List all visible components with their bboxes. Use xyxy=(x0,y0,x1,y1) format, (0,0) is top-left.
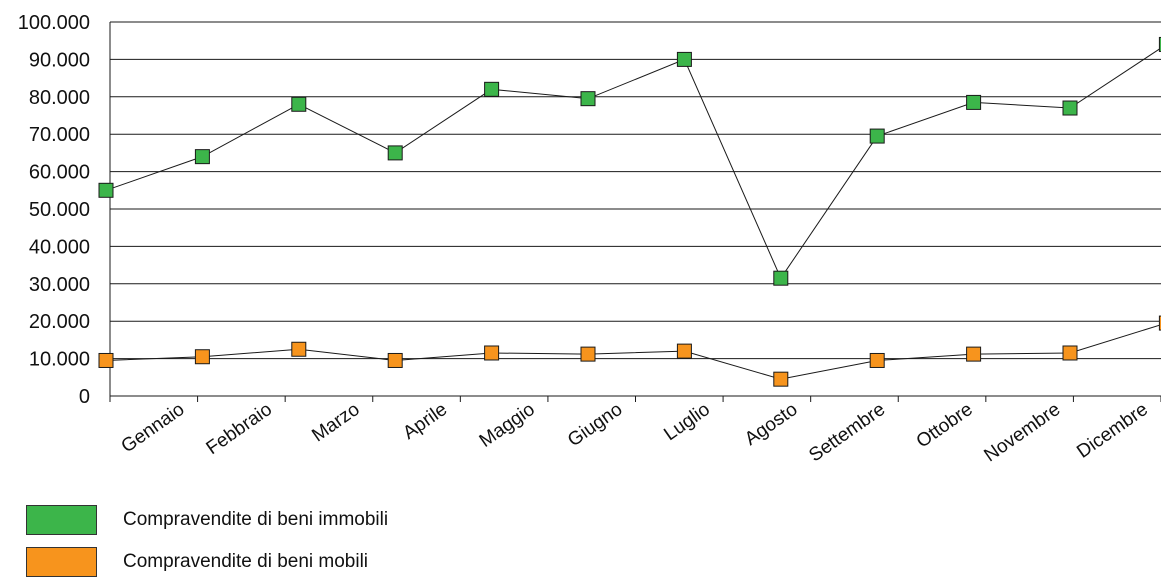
data-point xyxy=(387,352,403,368)
x-tick-label: Dicembre xyxy=(1073,399,1152,463)
data-point xyxy=(1062,100,1078,116)
x-tick-label: Agosto xyxy=(741,399,802,450)
x-tick-label: Ottobre xyxy=(913,399,977,453)
x-tick-label: Giugno xyxy=(564,399,626,451)
legend-label-mobili: Compravendite di beni mobili xyxy=(123,551,369,572)
data-point xyxy=(484,81,500,97)
x-tick-label: Settembre xyxy=(805,399,889,466)
y-tick-label: 70.000 xyxy=(29,124,90,146)
data-point xyxy=(580,91,596,107)
data-point xyxy=(98,182,114,198)
data-point xyxy=(98,352,114,368)
legend-swatch-mobili xyxy=(26,547,97,577)
data-point xyxy=(1158,36,1161,52)
y-tick-label: 80.000 xyxy=(29,87,90,109)
y-tick-label: 40.000 xyxy=(29,236,90,258)
y-tick-label: 0 xyxy=(79,386,90,408)
y-tick-label: 50.000 xyxy=(29,199,90,221)
data-point xyxy=(676,343,692,359)
x-tick-label: Marzo xyxy=(308,399,363,446)
x-tick-label: Febbraio xyxy=(203,399,276,459)
data-point xyxy=(676,51,692,67)
x-tick-label: Luglio xyxy=(660,399,714,445)
data-point xyxy=(869,352,885,368)
series-line-0 xyxy=(105,47,1161,280)
data-point xyxy=(194,149,210,165)
y-tick-label: 90.000 xyxy=(29,49,90,71)
legend-item-immobili: Compravendite di beni immobili xyxy=(26,502,388,538)
series-line-1 xyxy=(105,324,1161,380)
legend-label-immobili: Compravendite di beni immobili xyxy=(123,509,389,530)
data-point xyxy=(966,94,982,110)
data-point xyxy=(291,96,307,112)
x-tick-label: Novembre xyxy=(980,399,1064,466)
data-point xyxy=(291,341,307,357)
line-chart: 0 10.000 20.000 30.000 40.000 50.000 60.000 70.… xyxy=(18,12,1161,466)
data-point xyxy=(1062,345,1078,361)
y-tick-label: 60.000 xyxy=(29,162,90,184)
data-point xyxy=(387,145,403,161)
data-point xyxy=(484,345,500,361)
y-tick-label: 30.000 xyxy=(29,274,90,296)
data-point xyxy=(1158,315,1161,331)
x-tick-label: Maggio xyxy=(476,399,539,452)
data-point xyxy=(773,371,789,387)
x-tick-label: Gennaio xyxy=(118,399,189,457)
y-tick-label: 10.000 xyxy=(29,349,90,371)
y-tick-label: 100.000 xyxy=(18,12,90,34)
legend-swatch-immobili xyxy=(26,505,97,535)
data-point xyxy=(580,346,596,362)
legend: Compravendite di beni immobili Compraven… xyxy=(26,502,388,586)
legend-item-mobili: Compravendite di beni mobili xyxy=(26,544,388,580)
data-point xyxy=(773,270,789,286)
data-point xyxy=(966,346,982,362)
data-point xyxy=(869,128,885,144)
y-tick-label: 20.000 xyxy=(29,311,90,333)
data-point xyxy=(194,349,210,365)
x-tick-label: Aprile xyxy=(399,399,451,444)
